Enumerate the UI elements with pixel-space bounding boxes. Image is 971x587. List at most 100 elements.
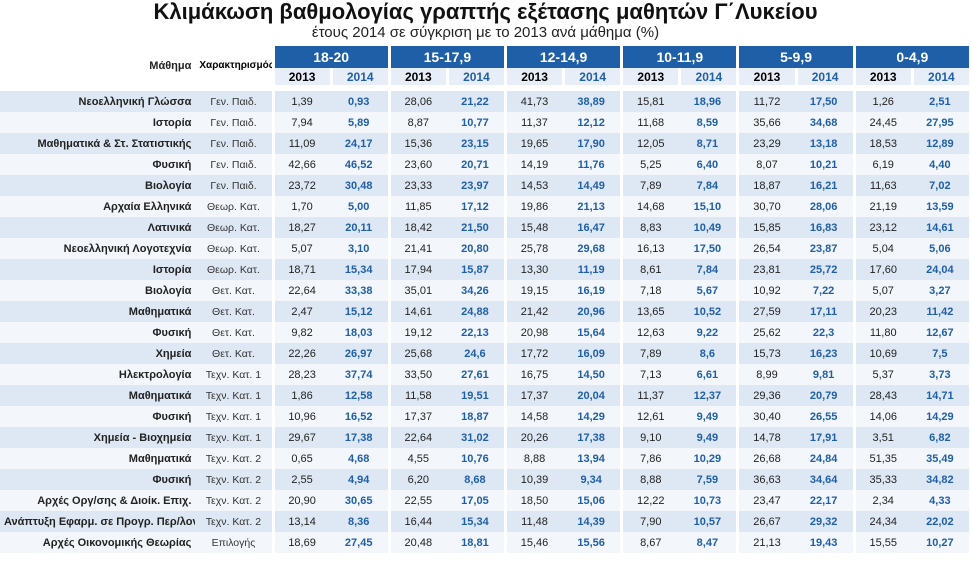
value: 4,40 <box>910 154 969 175</box>
table-row: Φυσική Θετ. Κατ. 9,82 18,03 19,12 22,13 20,98 1… <box>0 322 969 343</box>
subject: Μαθηματικά & Στ. Στατιστικής <box>0 133 196 154</box>
value: 18,53 <box>852 133 911 154</box>
subject: Αρχές Οργ/σης & Διοίκ. Επιχ. <box>0 490 196 511</box>
subject: Μαθηματικά <box>0 301 196 322</box>
value: 16,83 <box>794 217 853 238</box>
value: 23,12 <box>852 217 911 238</box>
value: 8,59 <box>678 112 737 133</box>
subject: Φυσική <box>0 322 196 343</box>
value: 2,51 <box>910 91 969 112</box>
subject: Ιστορία <box>0 112 196 133</box>
value: 8,47 <box>678 532 737 553</box>
value: 24,04 <box>910 259 969 280</box>
value: 17,38 <box>329 427 388 448</box>
value: 11,48 <box>503 511 563 532</box>
value: 18,42 <box>387 217 446 238</box>
value: 10,52 <box>678 301 737 322</box>
year-row: 2013 2014 2013 2014 2013 2014 2013 2014 2013 2014… <box>0 68 969 85</box>
subject-type: Τεχν. Κατ. 1 <box>195 364 272 385</box>
value: 23,47 <box>736 490 795 511</box>
value: 5,07 <box>271 238 330 259</box>
value: 16,13 <box>620 238 679 259</box>
subject-type: Θετ. Κατ. <box>195 343 272 364</box>
value: 10,21 <box>794 154 853 175</box>
value: 35,33 <box>852 469 911 490</box>
value: 11,37 <box>620 385 679 406</box>
value: 46,52 <box>329 154 388 175</box>
value: 24,45 <box>852 112 911 133</box>
table-row: Ιστορία Γεν. Παιδ. 7,94 5,89 8,87 10,77 11,37 1… <box>0 112 969 133</box>
value: 29,67 <box>271 427 330 448</box>
value: 35,01 <box>387 280 446 301</box>
value: 26,54 <box>736 238 795 259</box>
value: 15,12 <box>329 301 388 322</box>
value: 5,37 <box>852 364 911 385</box>
value: 15,36 <box>387 133 446 154</box>
value: 9,49 <box>678 427 737 448</box>
value: 13,14 <box>271 511 330 532</box>
value: 15,06 <box>562 490 621 511</box>
value: 15,73 <box>736 343 795 364</box>
value: 17,90 <box>562 133 621 154</box>
value: 10,69 <box>852 343 911 364</box>
value: 27,61 <box>445 364 504 385</box>
table-row: Αρχές Οικονομικής Θεωρίας Επιλογής 18,69 27… <box>0 532 969 553</box>
subject: Φυσική <box>0 154 196 175</box>
year-header: 2013 <box>620 68 679 85</box>
value: 8,88 <box>503 448 563 469</box>
subject: Αρχές Οικονομικής Θεωρίας <box>0 532 196 553</box>
value: 19,51 <box>445 385 504 406</box>
table-row: Φυσική Γεν. Παιδ. 42,66 46,52 23,60 20,71 14,1… <box>0 154 969 175</box>
value: 10,96 <box>271 406 330 427</box>
subject-type: Τεχν. Κατ. 2 <box>195 448 272 469</box>
value: 33,38 <box>329 280 388 301</box>
subject-type: Θεωρ. Κατ. <box>195 217 272 238</box>
value: 12,22 <box>620 490 679 511</box>
value: 22,64 <box>271 280 330 301</box>
value: 14,53 <box>503 175 563 196</box>
value: 37,74 <box>329 364 388 385</box>
value: 8,71 <box>678 133 737 154</box>
subject: Νεοελληνική Γλώσσα <box>0 91 196 112</box>
subject-type: Θετ. Κατ. <box>195 322 272 343</box>
value: 3,51 <box>852 427 911 448</box>
value: 36,63 <box>736 469 795 490</box>
group-header: 0-4,9 <box>852 46 969 68</box>
table-row: Χημεία - Βιοχημεία Τεχν. Κατ. 1 29,67 17,38… <box>0 427 969 448</box>
table-row: Ιστορία Θεωρ. Κατ. 18,71 15,34 17,94 15,87 13,… <box>0 259 969 280</box>
subject-type: Τεχν. Κατ. 2 <box>195 490 272 511</box>
value: 8,36 <box>329 511 388 532</box>
value: 20,80 <box>445 238 504 259</box>
group-header: 15-17,9 <box>387 46 504 68</box>
value: 5,04 <box>852 238 911 259</box>
value: 21,19 <box>852 196 911 217</box>
value: 10,49 <box>678 217 737 238</box>
value: 1,39 <box>271 91 330 112</box>
table-row: Νεοελληνική Λογοτεχνία Θεωρ. Κατ. 5,07 3,10… <box>0 238 969 259</box>
value: 23,87 <box>794 238 853 259</box>
subject-type: Τεχν. Κατ. 1 <box>195 385 272 406</box>
value: 14,78 <box>736 427 795 448</box>
value: 30,70 <box>736 196 795 217</box>
value: 4,55 <box>387 448 446 469</box>
table-row: Φυσική Τεχν. Κατ. 2 2,55 4,94 6,20 8,68 10,39 9… <box>0 469 969 490</box>
value: 18,69 <box>271 532 330 553</box>
value: 17,37 <box>387 406 446 427</box>
value: 35,66 <box>736 112 795 133</box>
value: 11,58 <box>387 385 446 406</box>
value: 19,12 <box>387 322 446 343</box>
value: 14,61 <box>387 301 446 322</box>
value: 35,49 <box>910 448 969 469</box>
table-row: Μαθηματικά Τεχν. Κατ. 2 0,65 4,68 4,55 10,76 8… <box>0 448 969 469</box>
value: 30,40 <box>736 406 795 427</box>
subject: Λατινικά <box>0 217 196 238</box>
value: 24,88 <box>445 301 504 322</box>
subject: Μαθηματικά <box>0 385 196 406</box>
year-header: 2014 <box>678 68 737 85</box>
value: 12,05 <box>620 133 679 154</box>
subject-type: Γεν. Παιδ. <box>195 133 272 154</box>
value: 1,70 <box>271 196 330 217</box>
value: 28,43 <box>852 385 911 406</box>
value: 7,84 <box>678 175 737 196</box>
